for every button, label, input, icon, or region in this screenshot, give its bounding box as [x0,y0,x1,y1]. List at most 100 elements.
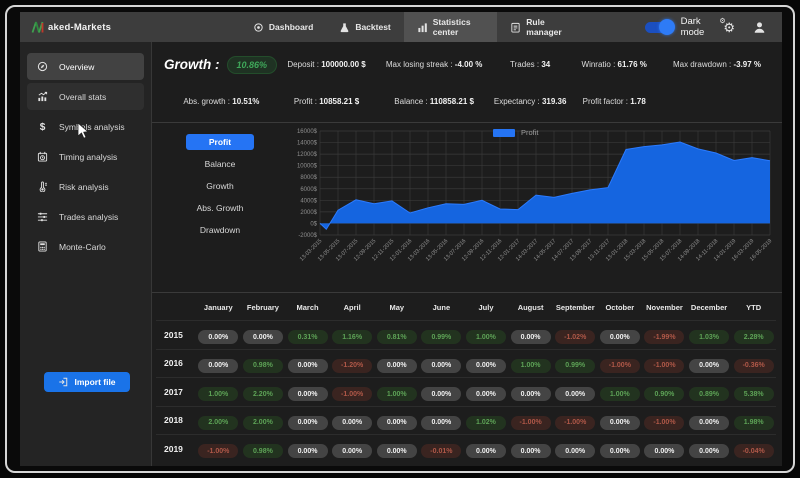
return-pill: -1.99% [644,330,685,344]
chart-button-balance[interactable]: Balance [204,159,236,169]
month-cell: 0.99% [419,326,464,344]
month-header: January [203,303,233,312]
return-pill: 0.00% [510,444,551,458]
table-row-2016: 2016 0.00% 0.98% 0.00% -1.20% 0.00% 0.00% 0.00%… [156,348,776,378]
y-axis-tick: -2000$ [298,233,317,239]
return-pill: 0.99% [555,358,596,373]
month-cell: -1.20% [330,354,375,373]
sidebar-item-overall-stats[interactable]: Overall stats [27,83,144,110]
return-pill: 1.00% [198,387,239,401]
month-cell: 0.00% [374,411,419,430]
return-pill: 0.00% [332,415,373,430]
toggle-knob [658,18,675,35]
month-cell: 0.00% [241,326,286,344]
month-header: October [605,303,635,312]
stat-value: 1.78 [630,97,646,106]
return-pill: -0.04% [733,444,774,458]
month-cell: 0.00% [285,354,330,373]
month-header: July [478,303,494,312]
sidebar-item-symbols-analysis[interactable]: $ Symbols analysis [27,113,144,140]
sidebar-item-label: Overview [59,61,95,72]
chart-button-drawdown[interactable]: Drawdown [199,225,241,235]
nav-tab-rule-manager[interactable]: Rule manager [497,12,583,42]
nav-tab-dashboard[interactable]: Dashboard [240,12,326,42]
month-cell: 0.00% [374,354,419,373]
month-cell: -0.04% [731,440,776,458]
account-icon[interactable] [753,21,766,34]
month-header: November [646,303,683,312]
table-header-row: January February March April May June July Augu… [156,295,776,320]
month-cell: 0.00% [598,326,643,344]
sidebar-item-monte-carlo[interactable]: Monte-Carlo [27,233,144,260]
month-cell: 0.00% [196,354,241,373]
return-pill: 0.00% [599,444,640,458]
month-cell: 0.00% [642,440,687,458]
stat-balance-: Balance : 110858.21 $ [374,97,494,106]
month-cell: -1.99% [642,326,687,344]
main-layout: Overview Overall stats $ Symbols analysis Ti… [20,42,782,466]
month-cell: 1.00% [464,326,509,344]
month-cell: 1.16% [330,326,375,344]
month-cell: 1.00% [374,383,419,401]
return-pill: 0.00% [555,387,596,401]
month-cell: 2.28% [731,326,776,344]
import-file-button[interactable]: Import file [44,372,130,392]
svg-text:$: $ [40,122,46,132]
return-pill: 0.00% [599,330,640,344]
month-cell: 0.00% [374,440,419,458]
nav-tab-backtest[interactable]: Backtest [326,12,403,42]
year-label: 2019 [164,443,183,454]
topbar-actions: ⚙ ⚙ [719,12,782,42]
nav-tab-label: Dashboard [268,22,314,32]
year-label: 2015 [164,329,183,340]
sidebar-item-timing-analysis[interactable]: Timing analysis [27,143,144,170]
sidebar-item-overview[interactable]: Overview [27,53,144,80]
return-pill: 0.00% [465,444,506,458]
month-cell: 0.00% [598,440,643,458]
rule-icon [510,22,521,33]
sidebar-item-trades-analysis[interactable]: Trades analysis [27,203,144,230]
settings-mini-gear-icon: ⚙ [719,17,726,25]
month-cell: 0.00% [553,440,598,458]
month-cell: 1.00% [196,383,241,401]
month-cell: -1.00% [642,411,687,430]
return-pill: 0.98% [242,358,283,373]
chart-area: Profit 16000$ 14000$ 12000$ 10000$ 8000$ 6000… [288,123,782,292]
import-file-label: Import file [74,377,116,387]
chart-legend[interactable]: Profit [493,128,539,137]
dollar-icon: $ [37,121,48,132]
y-axis-tick: 10000$ [297,164,318,170]
sidebar: Overview Overall stats $ Symbols analysis Ti… [20,42,152,466]
month-header: September [555,303,595,312]
month-cell: 5.38% [731,383,776,401]
month-cell: 0.98% [241,354,286,373]
month-cell: 0.89% [687,383,732,401]
chart-button-profit[interactable]: Profit [186,134,254,150]
return-pill: 1.00% [510,358,551,373]
nav-tab-statistics-center[interactable]: Statistics center [403,12,498,42]
brand-n-icon [31,21,44,33]
sidebar-item-risk-analysis[interactable]: Risk analysis [27,173,144,200]
return-pill: 0.00% [421,358,462,373]
return-pill: 0.00% [287,415,328,430]
chart-button-abs-growth[interactable]: Abs. Growth [196,203,244,213]
stat-max-losing-streak-: Max losing streak : -4.00 % [374,60,494,69]
settings-icon[interactable]: ⚙ ⚙ [719,17,735,35]
return-pill: -1.00% [510,415,551,430]
brand-logo[interactable]: aked-Markets [20,12,160,42]
month-cell: 1.03% [687,326,732,344]
y-axis-tick: 16000$ [297,129,318,135]
y-axis-tick: 14000$ [297,141,318,147]
dark-mode-label: Dark mode [680,16,705,38]
month-cell: 0.00% [285,411,330,430]
stat-profit-factor-: Profit factor : 1.78 [566,97,662,106]
stat-label: Balance : [394,97,428,106]
return-pill: 2.00% [198,415,239,430]
month-header: May [389,303,405,312]
chart-button-growth[interactable]: Growth [206,181,234,191]
sliders-icon [37,211,48,222]
stat-winratio-: Winratio : 61.76 % [566,60,662,69]
month-cell: 0.00% [598,411,643,430]
return-pill: 0.00% [287,387,328,401]
dark-mode-toggle[interactable] [644,18,675,35]
